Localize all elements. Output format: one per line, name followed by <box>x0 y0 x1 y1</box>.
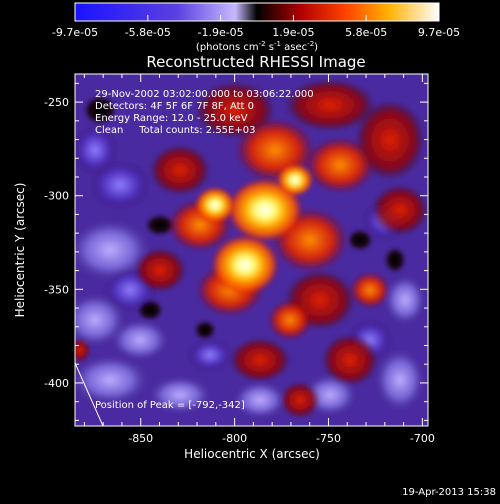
units-mid: s <box>266 42 274 53</box>
y-tick-label-3: -400 <box>44 377 69 390</box>
timestamp: 19-Apr-2013 15:38 <box>402 487 496 498</box>
colorbar-tick-label-0: -9.7e-05 <box>52 26 98 39</box>
units-exp-3: -2 <box>307 40 314 48</box>
y-axis-title: Heliocentric Y (arcsec) <box>13 183 27 318</box>
info-clean: Clean Total counts: 2.55E+03 <box>95 125 255 136</box>
y-tick-label-1: -300 <box>44 190 69 203</box>
colorbar-ticks <box>74 15 440 21</box>
limb-line <box>74 362 104 427</box>
colorbar-tick-label-3: 1.9e-05 <box>272 26 314 39</box>
colorbar-tick-label-5: 9.7e-05 <box>418 26 460 39</box>
info-energy: Energy Range: 12.0 - 25.0 keV <box>95 113 248 124</box>
x-tick-label-0: -850 <box>128 432 153 445</box>
units-mid-2: asec <box>281 42 307 53</box>
x-tick-label-2: -750 <box>316 432 341 445</box>
axis-ticks <box>75 74 428 426</box>
colorbar-tick-label-2: -1.9e-05 <box>197 26 243 39</box>
colorbar-units: (photons cm-2 s-1 asec-2) <box>196 40 318 53</box>
peak-position-label: Position of Peak = [-792,-342] <box>95 400 245 411</box>
axis-tick-labels: -850 -800 -750 -700 -250 -300 -350 -400 <box>44 96 435 445</box>
units-exp-2: -1 <box>274 40 281 48</box>
plot-title: Reconstructed RHESSI Image <box>146 53 365 71</box>
units-exp-1: -2 <box>259 40 266 48</box>
x-tick-label-1: -800 <box>222 432 247 445</box>
colorbar-tick-label-1: -5.8e-05 <box>125 26 171 39</box>
units-suffix: ) <box>314 42 318 53</box>
x-tick-label-3: -700 <box>410 432 435 445</box>
info-detectors: Detectors: 4F 5F 6F 7F 8F, Att 0 <box>95 101 254 112</box>
x-axis-title: Heliocentric X (arcsec) <box>184 447 320 461</box>
plot-frame <box>74 73 429 427</box>
units-prefix: (photons cm <box>196 42 259 53</box>
colorbar-gradient <box>74 2 440 22</box>
info-time: 29-Nov-2002 03:02:00.000 to 03:06:22.000 <box>95 89 314 100</box>
colorbar-tick-label-4: 5.8e-05 <box>345 26 387 39</box>
colorbar: -9.7e-05 -5.8e-05 -1.9e-05 1.9e-05 5.8e-… <box>52 2 460 53</box>
y-tick-label-0: -250 <box>44 96 69 109</box>
heatmap-image <box>75 74 428 426</box>
y-tick-label-2: -350 <box>44 283 69 296</box>
